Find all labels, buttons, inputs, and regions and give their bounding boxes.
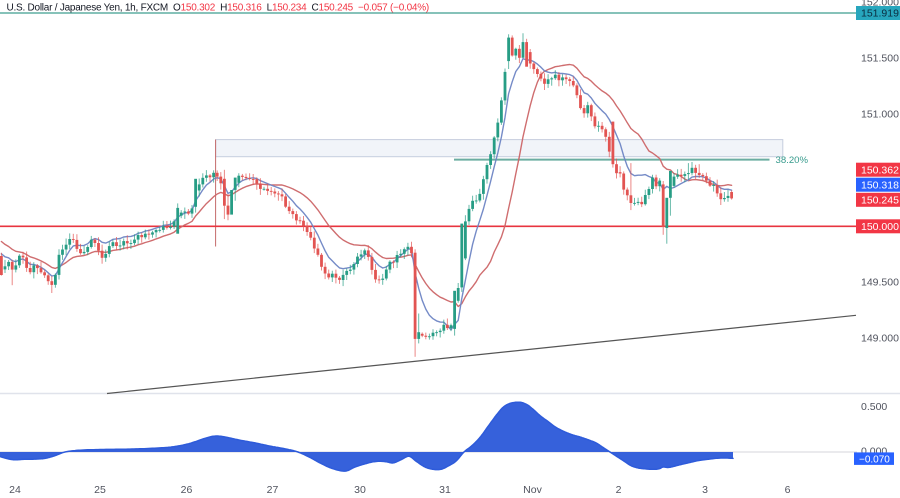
svg-text:38.20%: 38.20% [776,155,809,166]
svg-text:151.500: 151.500 [861,52,899,64]
svg-text:150.318: 150.318 [861,179,899,191]
svg-text:151.000: 151.000 [861,108,899,120]
svg-text:Nov: Nov [523,484,542,496]
svg-text:2: 2 [616,484,622,496]
svg-text:27: 27 [267,484,279,496]
svg-text:6: 6 [785,484,791,496]
svg-text:−0.070: −0.070 [859,454,890,465]
svg-text:30: 30 [354,484,366,496]
svg-text:149.500: 149.500 [861,276,899,288]
svg-text:31: 31 [439,484,451,496]
svg-text:U.S. Dollar / Japanese Yen, 1h: U.S. Dollar / Japanese Yen, 1h, FXCM O15… [7,2,429,13]
svg-text:152.000: 152.000 [861,0,899,8]
svg-text:150.245: 150.245 [861,195,899,207]
svg-text:26: 26 [181,484,193,496]
svg-text:151.919: 151.919 [861,8,899,20]
svg-text:3: 3 [702,484,708,496]
svg-text:25: 25 [94,484,106,496]
svg-text:149.000: 149.000 [861,332,899,344]
svg-text:150.362: 150.362 [861,164,899,176]
svg-text:0.500: 0.500 [861,401,887,413]
svg-text:150.000: 150.000 [861,221,899,233]
svg-text:24: 24 [9,484,21,496]
